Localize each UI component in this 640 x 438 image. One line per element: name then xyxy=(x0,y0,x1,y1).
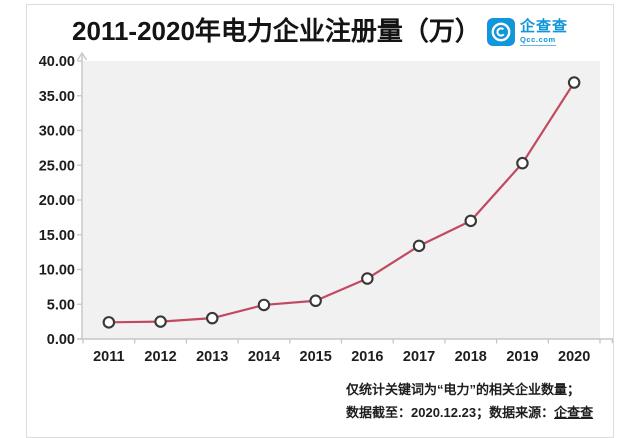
y-axis-tick-label: 0.00 xyxy=(47,332,75,348)
y-axis-tick-label: 15.00 xyxy=(39,228,75,244)
data-point-2017 xyxy=(412,239,426,253)
plot-area xyxy=(83,61,600,339)
x-axis-tick-label: 2020 xyxy=(558,349,590,365)
chart-card: 2011-2020年电力企业注册量（万） 企查查 Qcc.com 0.00 5.0… xyxy=(26,4,614,438)
x-axis-tick-label: 2015 xyxy=(300,349,332,365)
x-axis-tick-label: 2019 xyxy=(506,349,538,365)
brand-name: 企查查 xyxy=(519,18,568,35)
brand-logo: 企查查 Qcc.com xyxy=(486,18,568,46)
chart-footnote: 仅统计关键词为“电力”的相关企业数量； 数据截至：2020.12.23；数据来源… xyxy=(346,378,593,424)
footnote-line1: 仅统计关键词为“电力”的相关企业数量； xyxy=(346,382,581,397)
x-axis-tick-label: 2011 xyxy=(93,349,124,365)
line-chart: 0.00 5.00 10.00 15.00 20.00 25.00 30.00 35.00 40… xyxy=(39,51,613,365)
brand-domain: Qcc.com xyxy=(519,35,556,46)
header: 2011-2020年电力企业注册量（万） 企查查 Qcc.com xyxy=(27,13,613,49)
y-axis-tick-label: 40.00 xyxy=(39,54,75,70)
data-point-2020 xyxy=(567,76,581,89)
y-axis-tick-label: 35.00 xyxy=(39,89,75,105)
y-axis-tick-label: 30.00 xyxy=(39,124,75,140)
data-point-2016 xyxy=(361,272,374,285)
x-axis-tick-label: 2016 xyxy=(351,349,383,365)
x-axis-tick-label: 2017 xyxy=(403,349,435,365)
y-axis-tick-label: 20.00 xyxy=(39,193,75,209)
y-axis-tick-label: 10.00 xyxy=(39,263,75,279)
series-line xyxy=(108,81,576,324)
page-title: 2011-2020年电力企业注册量（万） xyxy=(72,16,481,46)
data-point-2015 xyxy=(309,294,322,308)
x-axis-tick-label: 2018 xyxy=(455,349,487,365)
qichacha-logo-icon xyxy=(486,18,515,46)
data-point-2013 xyxy=(206,311,219,325)
x-axis-tick-label: 2014 xyxy=(248,349,280,365)
y-axis-tick-label: 5.00 xyxy=(47,297,75,313)
data-point-2019 xyxy=(516,156,529,170)
y-axis-tick-label: 25.00 xyxy=(39,158,75,174)
x-axis-tick-label: 2012 xyxy=(144,349,176,365)
footnote-line2: 数据截至：2020.12.23；数据来源：企查查 xyxy=(346,405,594,420)
y-axis-arrow-icon xyxy=(76,51,88,61)
footnote-source: 企查查 xyxy=(554,405,594,420)
x-axis-tick-label: 2013 xyxy=(196,349,228,365)
data-point-2011 xyxy=(102,316,116,329)
data-point-2014 xyxy=(257,298,271,312)
data-point-2018 xyxy=(464,214,477,228)
data-point-2012 xyxy=(154,315,167,328)
